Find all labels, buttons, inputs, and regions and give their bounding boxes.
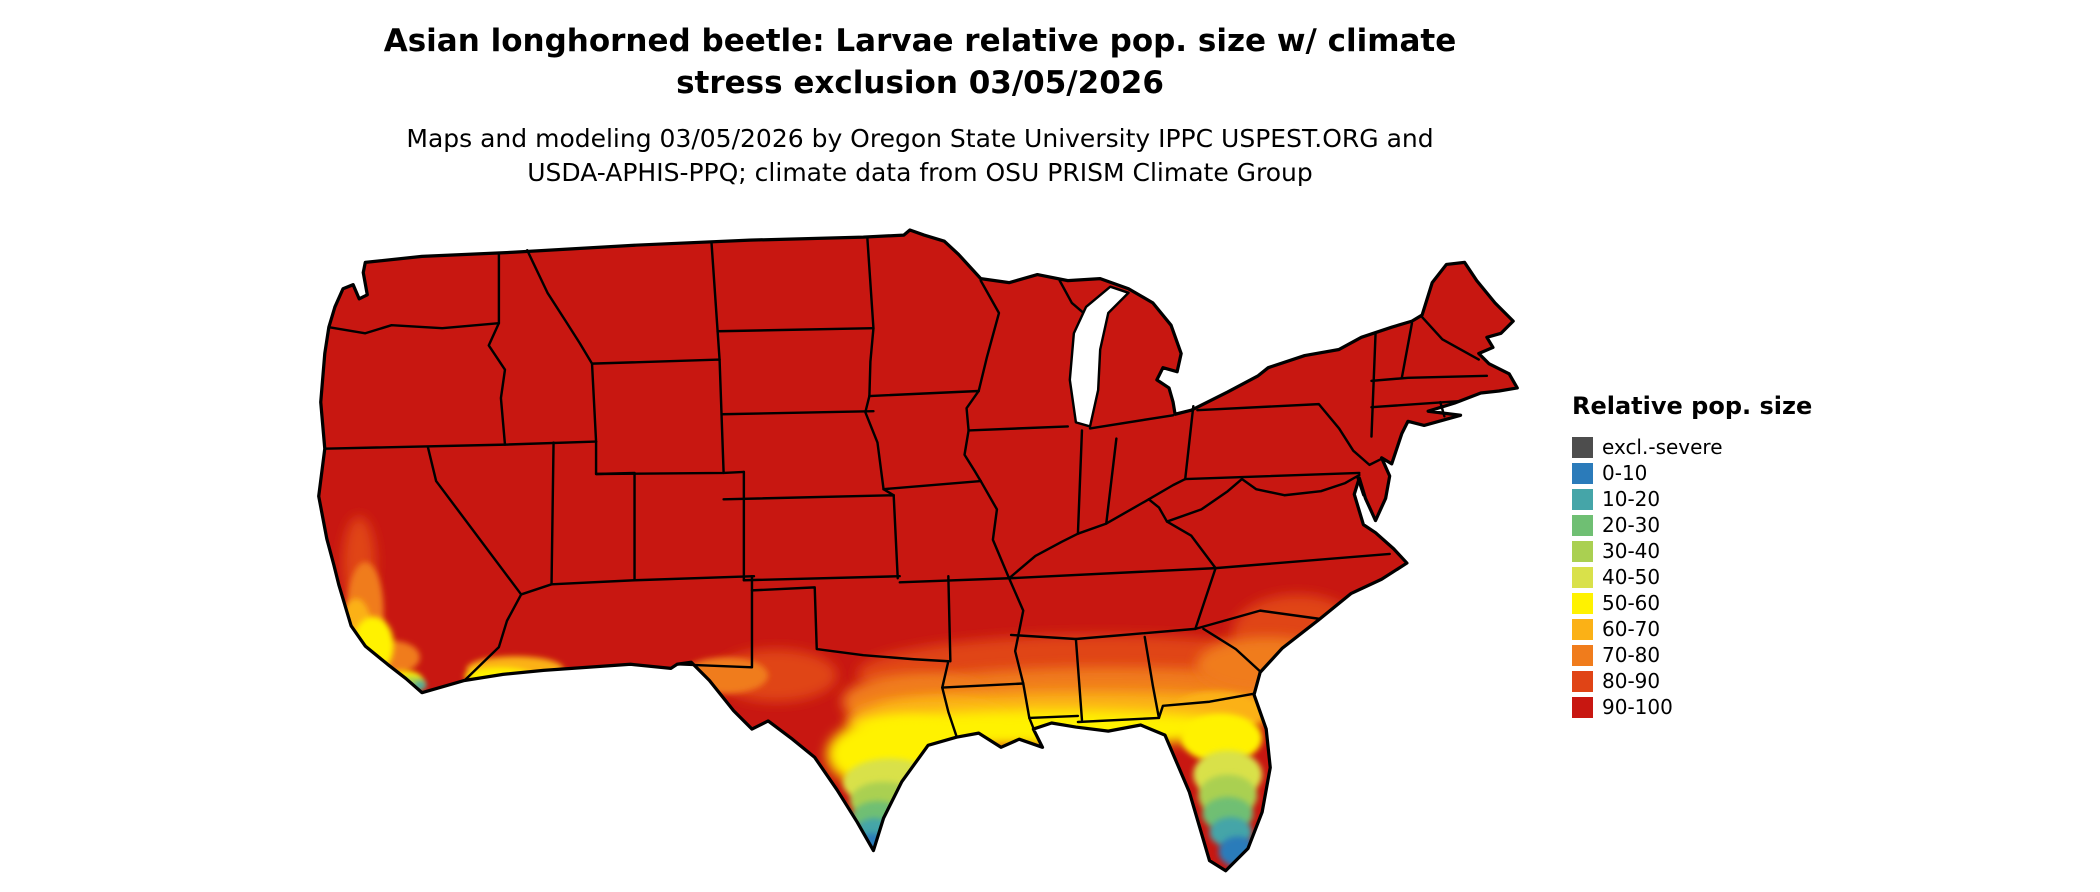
- page-subtitle-line1: Maps and modeling 03/05/2026 by Oregon S…: [406, 124, 1434, 153]
- legend-item-label: 20-30: [1602, 512, 1661, 537]
- legend-item: 0-10: [1572, 460, 1832, 486]
- legend-swatch: [1572, 618, 1593, 640]
- legend-swatch: [1572, 540, 1593, 562]
- legend: Relative pop. size excl.-severe 0-10 10-20…: [1572, 392, 1832, 720]
- legend-item: 60-70: [1572, 616, 1832, 642]
- us-map-container: [300, 228, 1540, 888]
- legend-swatch: [1572, 670, 1593, 692]
- lake-michigan: [1068, 285, 1130, 428]
- legend-swatch: [1572, 644, 1593, 666]
- legend-items: excl.-severe 0-10 10-20 20-30 30-40 40-50 50-6…: [1572, 434, 1832, 720]
- legend-swatch: [1572, 514, 1593, 536]
- legend-item: 70-80: [1572, 642, 1832, 668]
- legend-item: 10-20: [1572, 486, 1832, 512]
- state-borders: [323, 236, 1489, 738]
- legend-item-label: 40-50: [1602, 564, 1661, 589]
- legend-swatch: [1572, 592, 1593, 614]
- page-title: Asian longhorned beetle: Larvae relative…: [0, 20, 1840, 104]
- page-subtitle: Maps and modeling 03/05/2026 by Oregon S…: [0, 122, 1840, 190]
- legend-item: 20-30: [1572, 512, 1832, 538]
- legend-item-label: 70-80: [1602, 642, 1661, 667]
- legend-item-label: 10-20: [1602, 486, 1661, 511]
- legend-item-label: 80-90: [1602, 668, 1661, 693]
- legend-item-label: 0-10: [1602, 460, 1648, 485]
- legend-item: 50-60: [1572, 590, 1832, 616]
- legend-swatch: [1572, 436, 1593, 458]
- legend-swatch: [1572, 488, 1593, 510]
- legend-item-label: 60-70: [1602, 616, 1661, 641]
- legend-item: 90-100: [1572, 694, 1832, 720]
- legend-title: Relative pop. size: [1572, 392, 1813, 420]
- legend-item-label: excl.-severe: [1602, 434, 1723, 459]
- legend-item: 80-90: [1572, 668, 1832, 694]
- legend-swatch: [1572, 462, 1593, 484]
- legend-item: 30-40: [1572, 538, 1832, 564]
- legend-swatch: [1572, 696, 1593, 718]
- legend-item: excl.-severe: [1572, 434, 1832, 460]
- legend-item: 40-50: [1572, 564, 1832, 590]
- us-map: [317, 228, 1519, 873]
- legend-item-label: 30-40: [1602, 538, 1661, 563]
- legend-swatch: [1572, 566, 1593, 588]
- page-title-line1: Asian longhorned beetle: Larvae relative…: [383, 23, 1457, 59]
- page-subtitle-line2: USDA-APHIS-PPQ; climate data from OSU PR…: [527, 158, 1313, 187]
- legend-item-label: 50-60: [1602, 590, 1661, 615]
- page-title-line2: stress exclusion 03/05/2026: [676, 65, 1164, 101]
- legend-item-label: 90-100: [1602, 694, 1673, 719]
